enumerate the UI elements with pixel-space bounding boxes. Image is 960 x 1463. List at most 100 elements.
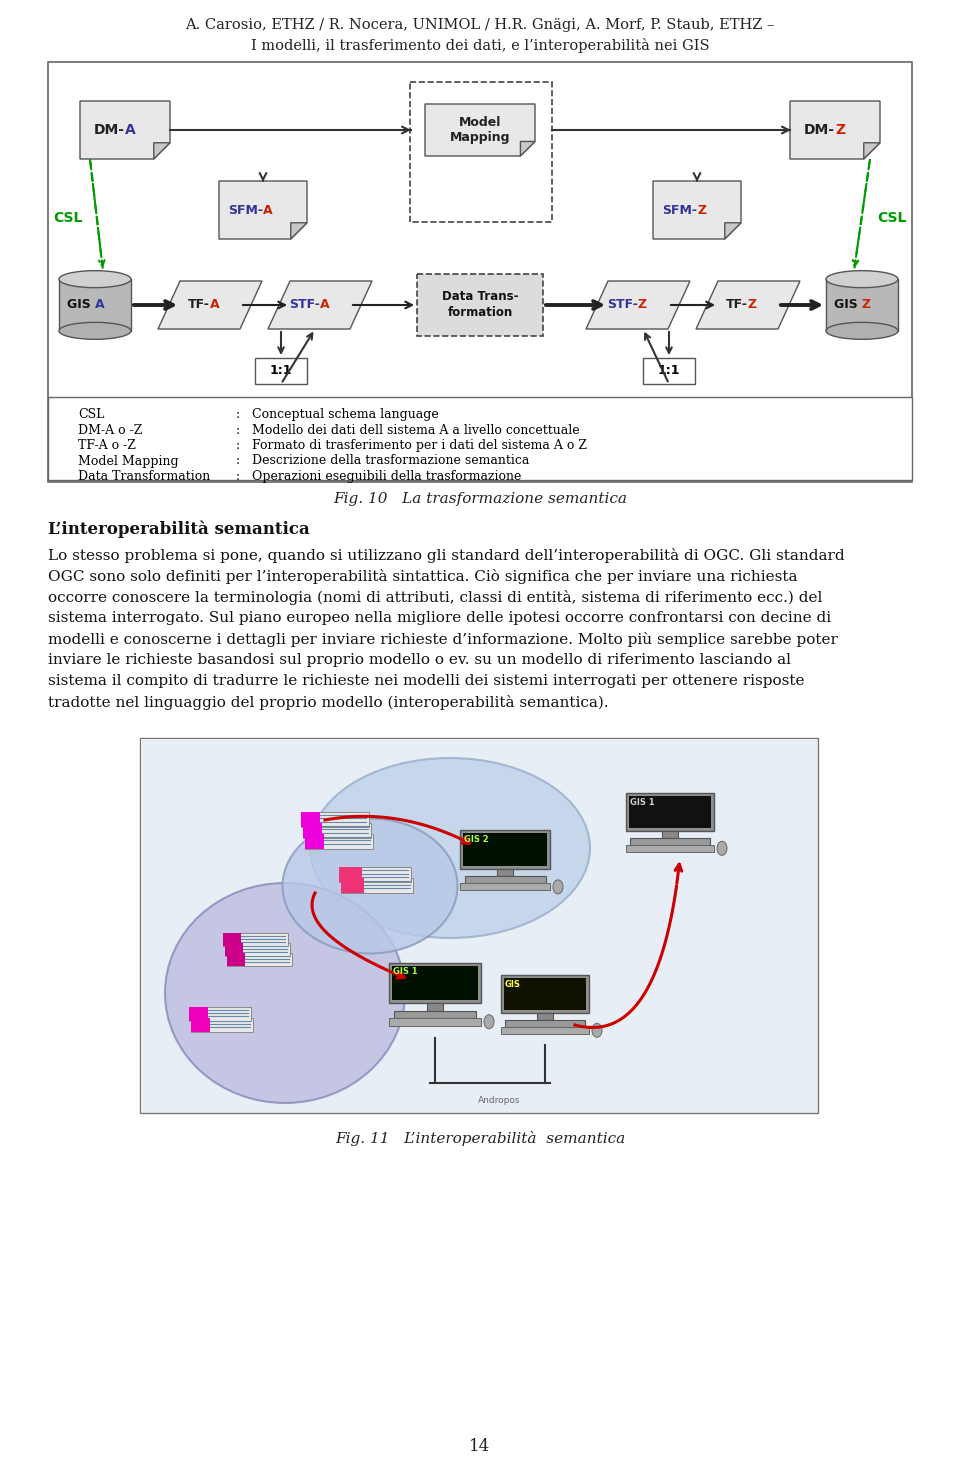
Text: sistema interrogato. Sul piano europeo nella migliore delle ipotesi occorre conf: sistema interrogato. Sul piano europeo n… — [48, 612, 831, 625]
Bar — [427, 1004, 443, 1011]
Text: 14: 14 — [469, 1438, 491, 1456]
Text: GIS 1: GIS 1 — [393, 967, 418, 976]
Text: A. Carosio, ETHZ / R. Nocera, UNIMOL / H.R. Gnägi, A. Morf, P. Staub, ETHZ –: A. Carosio, ETHZ / R. Nocera, UNIMOL / H… — [185, 18, 775, 32]
Text: A: A — [95, 298, 105, 312]
Polygon shape — [790, 101, 880, 159]
Text: Andropos: Andropos — [478, 1096, 520, 1105]
Ellipse shape — [165, 884, 405, 1103]
Bar — [643, 358, 695, 383]
Bar — [341, 878, 364, 892]
Bar — [389, 963, 481, 1004]
Text: Data Trans-
formation: Data Trans- formation — [442, 291, 518, 319]
Bar — [227, 952, 245, 966]
Bar — [227, 952, 292, 966]
Ellipse shape — [59, 322, 131, 339]
Bar — [501, 974, 589, 1012]
Text: :: : — [236, 423, 240, 436]
Text: Operazioni eseguibili della trasformazione: Operazioni eseguibili della trasformazio… — [252, 470, 521, 483]
Bar — [305, 834, 324, 849]
Text: modelli e conoscerne i dettagli per inviare richieste d’informazione. Molto più : modelli e conoscerne i dettagli per invi… — [48, 632, 838, 647]
Polygon shape — [154, 143, 170, 159]
Text: STF-: STF- — [607, 298, 638, 312]
Bar — [465, 876, 545, 884]
Bar — [303, 822, 322, 837]
Bar — [626, 793, 714, 831]
Bar — [255, 358, 307, 383]
Text: 1:1: 1:1 — [658, 364, 681, 377]
Text: 1:1: 1:1 — [270, 364, 292, 377]
Bar — [497, 869, 513, 876]
Bar — [341, 878, 413, 892]
Bar — [189, 1007, 207, 1021]
Bar — [389, 1018, 481, 1026]
Bar — [629, 796, 711, 828]
Text: Model
Mapping: Model Mapping — [449, 116, 511, 143]
Bar — [460, 830, 550, 869]
Text: :: : — [236, 408, 240, 421]
Text: CSL: CSL — [54, 211, 83, 225]
Text: Z: Z — [638, 298, 647, 312]
Bar — [191, 1018, 253, 1031]
Text: Z: Z — [748, 298, 757, 312]
Text: Descrizione della trasformazione semantica: Descrizione della trasformazione semanti… — [252, 455, 529, 468]
Ellipse shape — [553, 879, 563, 894]
Text: Model Mapping: Model Mapping — [78, 455, 179, 468]
Text: Lo stesso problema si pone, quando si utilizzano gli standard dell’interoperabil: Lo stesso problema si pone, quando si ut… — [48, 549, 845, 563]
Bar — [301, 812, 320, 827]
Bar — [140, 737, 818, 1113]
Ellipse shape — [282, 818, 458, 954]
Polygon shape — [291, 222, 307, 238]
Bar — [394, 1011, 476, 1018]
Bar — [303, 822, 371, 837]
Text: GIS: GIS — [67, 298, 95, 312]
Polygon shape — [425, 104, 535, 157]
Polygon shape — [725, 222, 741, 238]
Text: Fig. 10   La trasformazione semantica: Fig. 10 La trasformazione semantica — [333, 492, 627, 506]
Text: SFM-: SFM- — [228, 203, 263, 217]
Text: GIS 2: GIS 2 — [464, 835, 489, 844]
Bar — [505, 1020, 585, 1027]
Ellipse shape — [826, 271, 898, 288]
Text: :: : — [236, 470, 240, 483]
Bar — [410, 82, 552, 222]
Ellipse shape — [826, 322, 898, 339]
Text: A: A — [263, 203, 273, 217]
Ellipse shape — [59, 271, 131, 288]
Text: DM-: DM- — [94, 123, 125, 138]
Text: Z: Z — [862, 298, 871, 312]
Bar — [141, 739, 817, 1112]
Bar — [225, 944, 290, 955]
Text: STF-: STF- — [289, 298, 320, 312]
Bar — [417, 274, 543, 336]
Bar — [537, 1012, 553, 1020]
Bar — [460, 884, 550, 891]
Text: sistema il compito di tradurre le richieste nei modelli dei sistemi interrogati : sistema il compito di tradurre le richie… — [48, 674, 804, 688]
Bar — [339, 868, 411, 882]
Bar — [662, 831, 678, 838]
Polygon shape — [80, 101, 170, 159]
Text: A: A — [320, 298, 329, 312]
Text: CSL: CSL — [877, 211, 906, 225]
Polygon shape — [268, 281, 372, 329]
Bar — [501, 1027, 589, 1034]
Bar — [48, 396, 912, 480]
Polygon shape — [696, 281, 800, 329]
Text: :: : — [236, 439, 240, 452]
Bar — [463, 832, 547, 866]
Polygon shape — [653, 181, 741, 238]
Bar — [189, 1007, 251, 1021]
Text: A: A — [125, 123, 135, 138]
Bar — [392, 966, 478, 1001]
Bar — [223, 933, 287, 947]
Text: occorre conoscere la terminologia (nomi di attributi, classi di entità, sistema : occorre conoscere la terminologia (nomi … — [48, 590, 823, 606]
Bar — [301, 812, 369, 827]
Text: I modelli, il trasferimento dei dati, e l’interoperabilità nei GIS: I modelli, il trasferimento dei dati, e … — [251, 38, 709, 53]
Bar — [225, 944, 243, 955]
Text: Data Transformation: Data Transformation — [78, 470, 210, 483]
Polygon shape — [520, 142, 535, 157]
Text: GIS: GIS — [505, 980, 521, 989]
Text: GIS 1: GIS 1 — [630, 797, 655, 808]
Bar — [305, 834, 373, 849]
Text: TF-: TF- — [726, 298, 748, 312]
Text: CSL: CSL — [78, 408, 105, 421]
